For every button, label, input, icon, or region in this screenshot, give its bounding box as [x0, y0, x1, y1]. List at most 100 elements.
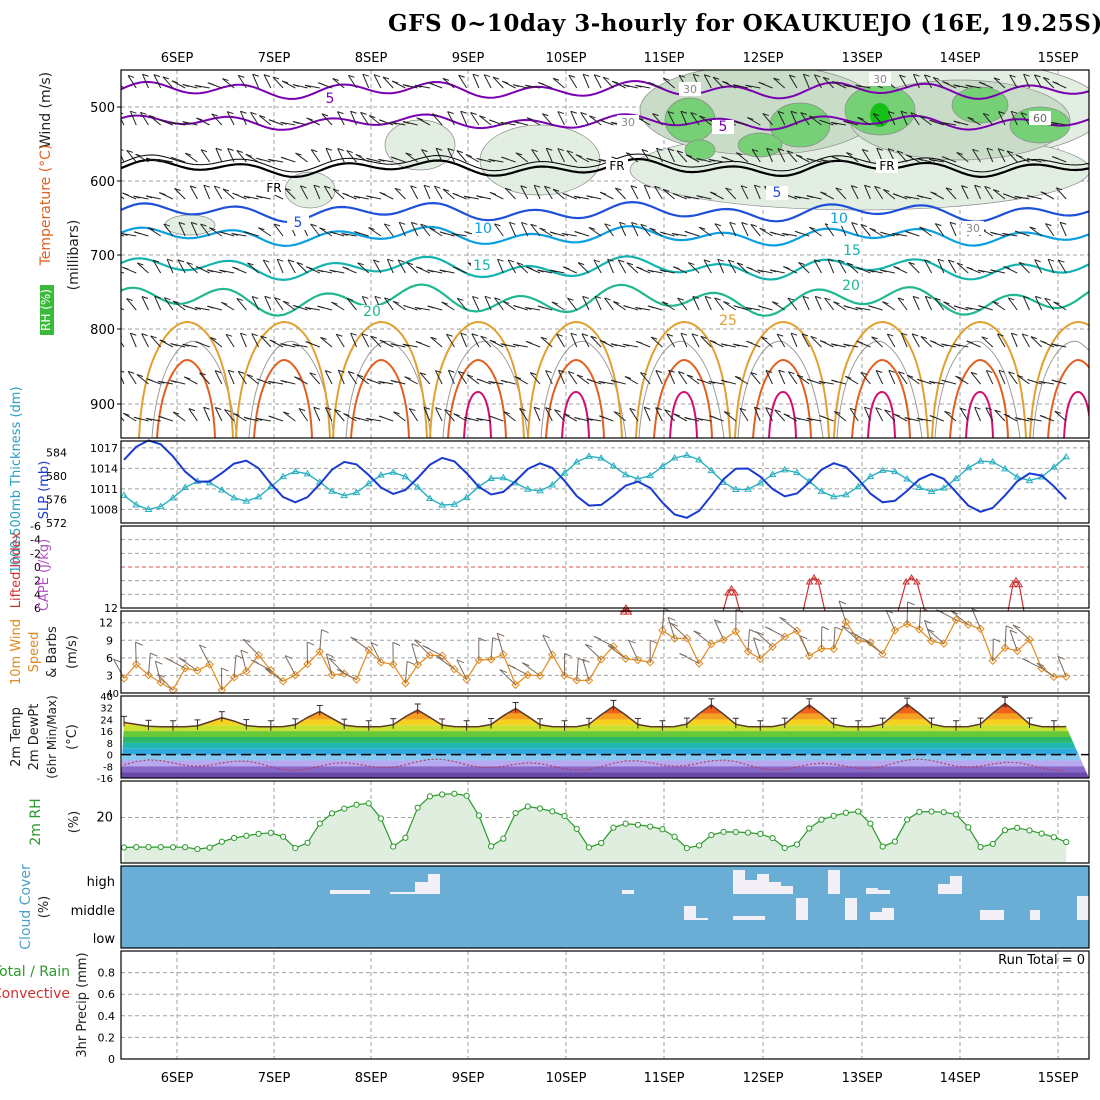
wind-barb [650, 336, 663, 348]
wind-barb-10m [522, 662, 541, 677]
wind-barb [545, 370, 553, 385]
wind-barb [136, 374, 149, 385]
temp-2m-line [123, 702, 1067, 728]
wind-barb [956, 262, 969, 274]
wind-barb [813, 74, 822, 89]
wind-barb [663, 77, 670, 81]
wind-barb [846, 152, 853, 156]
wind-barb [599, 339, 607, 343]
wind-barb [397, 259, 406, 274]
wind-barb [458, 371, 465, 374]
wind-barb [788, 74, 798, 89]
wind-barb [1052, 81, 1059, 85]
wind-barb [570, 332, 578, 348]
wind-barb [586, 378, 594, 382]
wind-barb [313, 184, 321, 188]
wind-speed-marker [694, 659, 704, 668]
wind-barb [1051, 379, 1058, 383]
wind-barb-10m [406, 660, 415, 665]
wind-barb [672, 193, 680, 197]
date-label-bottom: 8SEP [355, 1071, 388, 1086]
thickness-marker [1013, 472, 1022, 480]
wind-speed-marker [976, 624, 985, 634]
contour-label-bg [679, 82, 701, 96]
wind-barb [294, 376, 301, 380]
rh-2m-marker [879, 843, 886, 850]
temp-band [121, 731, 1089, 737]
wind-barb [613, 301, 626, 311]
cloud-mid-bar [980, 910, 1004, 920]
wind-barb-10m [764, 626, 773, 631]
wind-barb [366, 417, 373, 421]
wind-barb-10m [411, 643, 419, 665]
wind-barb [558, 369, 565, 373]
lifted-index-line [1007, 579, 1025, 612]
wind-barb [911, 333, 919, 337]
wind-barb [709, 415, 716, 419]
wind-barb [140, 111, 147, 115]
wind-barb [1026, 194, 1034, 198]
wind-barb [416, 117, 423, 121]
wind-top-tick-label: 40 [106, 689, 119, 700]
wind-barb [750, 223, 757, 227]
wind-barb [427, 82, 435, 86]
wind-barb [986, 369, 993, 373]
wind-barb [237, 75, 247, 89]
wind-barb [610, 379, 618, 383]
lifted-index-marker [1012, 576, 1020, 584]
cloud-level-label: high [87, 875, 115, 890]
wind-barb [264, 296, 272, 311]
wind-barb [599, 119, 606, 123]
wind-barb [758, 81, 765, 85]
wind-barb-10m [157, 673, 174, 691]
wind-barb-10m [679, 652, 687, 657]
temp-contour-5 [121, 200, 1089, 224]
wind-barb [846, 152, 859, 163]
wind-speed-marker [988, 656, 998, 666]
cloud-cover-axis-label: Cloud Cover [18, 864, 34, 950]
wind-barb [404, 376, 411, 380]
wind-barb [941, 156, 949, 160]
wind-barb [311, 149, 318, 153]
wind-barb-10m [1036, 662, 1055, 678]
wind-barb [533, 185, 541, 200]
wind-barb [721, 156, 728, 160]
wind-barb [904, 195, 911, 199]
wind-barb [494, 297, 501, 301]
wind-barb [913, 73, 920, 77]
wind-barb [843, 305, 850, 309]
wind-barb [258, 115, 272, 126]
wind-barb [154, 295, 161, 299]
wind-barb [654, 185, 661, 189]
wind-barb [649, 227, 663, 237]
temp-contour-10 [121, 225, 1089, 248]
wind-barb [783, 266, 790, 270]
wind-barb [530, 223, 541, 237]
wind-barb [861, 149, 871, 163]
wind-barb [696, 157, 703, 161]
wind-barb [820, 191, 827, 195]
thickness-marker [340, 491, 349, 499]
wind-barb [543, 185, 553, 200]
wind-barb [562, 266, 570, 270]
wind-barb [141, 333, 148, 337]
wind-barb [953, 343, 960, 347]
wind-barb [215, 407, 222, 410]
contour-label: 5 [773, 185, 782, 201]
wind-barb [393, 411, 400, 415]
wind-barb [770, 231, 777, 235]
wind-barb-10m [864, 640, 883, 655]
wind-barb [148, 114, 156, 118]
wind-barb [1007, 297, 1018, 311]
wind-barb [919, 115, 926, 119]
wind-barb-10m [841, 625, 850, 630]
wind-barb [350, 332, 357, 336]
wind-barb [777, 148, 785, 152]
wind-speed-marker [804, 651, 814, 661]
wind-barb [442, 188, 455, 200]
temp-contour-35 [463, 390, 492, 438]
wind-barb [864, 407, 871, 422]
wind-barb [941, 343, 948, 347]
wind-barb [851, 222, 859, 237]
